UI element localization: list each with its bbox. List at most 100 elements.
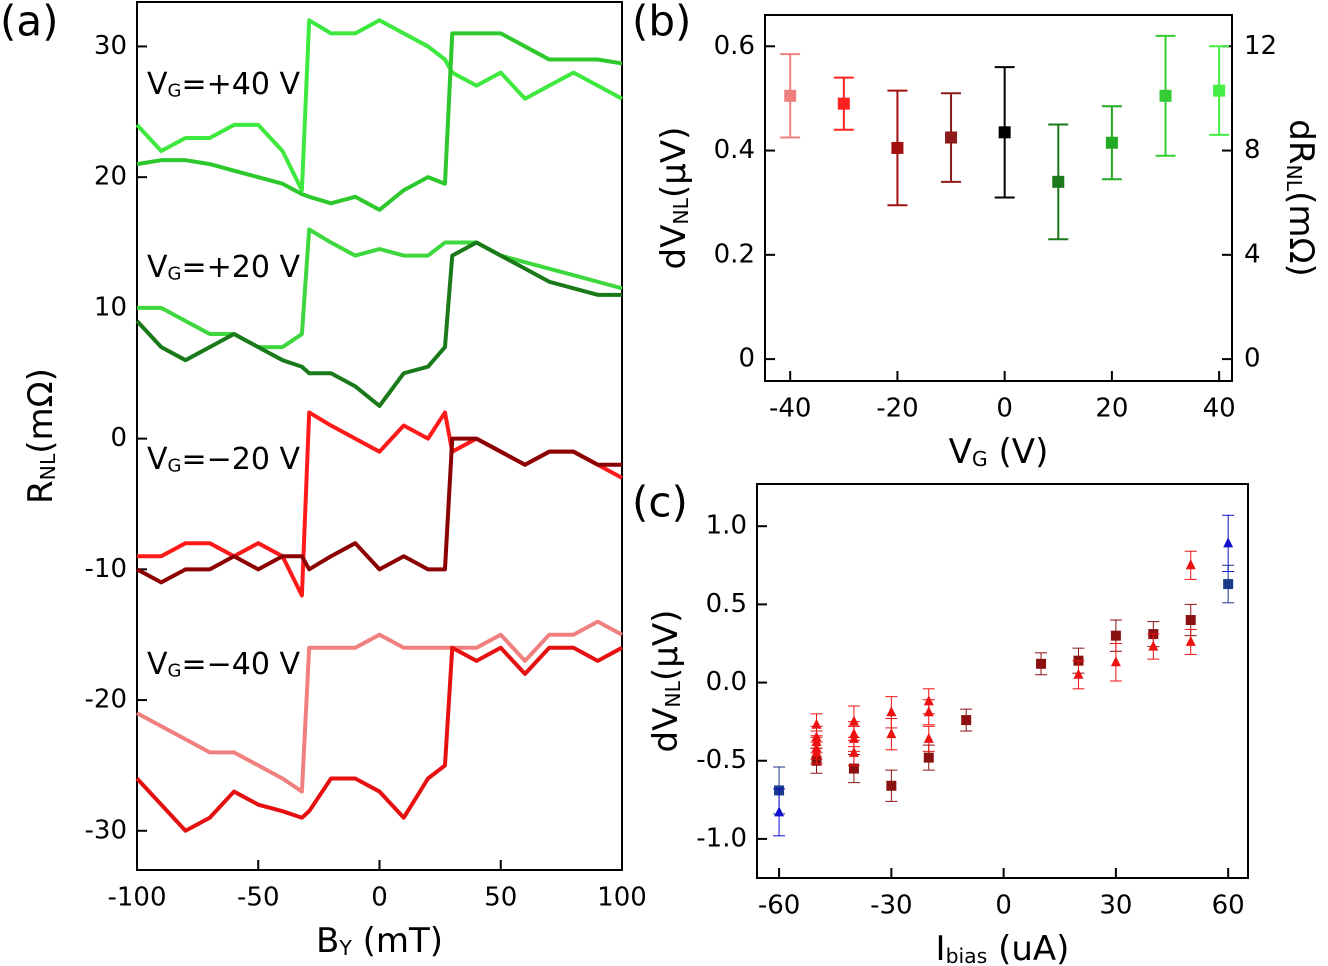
annotation-main: V [147, 250, 168, 285]
y-tick-label: 1.0 [706, 511, 747, 541]
marker [848, 746, 859, 757]
marker [1110, 630, 1121, 641]
x-tick-label: 0 [995, 891, 1012, 921]
panel-label: (b) [632, 0, 691, 46]
marker [848, 763, 859, 774]
y-tick-label: 0 [110, 423, 127, 453]
y-tick-label: 0 [738, 344, 755, 374]
marker [1105, 136, 1118, 149]
line-series [135, 240, 622, 408]
annotation: VG=−20 V [147, 442, 300, 477]
marker [1052, 175, 1065, 188]
y2-tick-label: 12 [1244, 31, 1277, 61]
line-series [136, 436, 622, 585]
marker [886, 728, 897, 739]
marker [811, 746, 822, 757]
x-tick-label: 100 [597, 883, 647, 913]
y-axis-label: dVNL(μV) [654, 127, 694, 270]
line-series [137, 227, 623, 350]
panel-label: (a) [0, 0, 59, 46]
x-tick-label: 60 [1212, 891, 1245, 921]
annotation-sub: G [168, 455, 182, 476]
y-axis-label-sub: NL [661, 680, 685, 707]
x-axis-label: VG (V) [949, 432, 1049, 472]
y-axis-label-main: dV [646, 708, 686, 753]
x-axis-label-main: B [316, 921, 339, 961]
marker [923, 752, 934, 763]
annotation-sub: G [168, 660, 182, 681]
marker [886, 706, 897, 717]
x-tick-label: 0 [996, 394, 1013, 424]
marker [848, 715, 859, 726]
marker [923, 732, 934, 743]
x-axis-label-tail: (V) [988, 432, 1049, 472]
marker [945, 131, 958, 144]
y-tick-label: 0.5 [706, 589, 747, 619]
y-tick-label: 0.0 [706, 667, 747, 697]
annotation-main: V [147, 67, 168, 102]
annotation: VG=+20 V [147, 250, 300, 285]
x-tick-label: 30 [1099, 891, 1132, 921]
y2-tick-label: 4 [1244, 239, 1261, 269]
y-tick-label: 30 [94, 31, 127, 61]
y-tick-label: -10 [85, 554, 127, 584]
marker [1159, 89, 1172, 102]
y-tick-label: 20 [94, 162, 127, 192]
x-tick-label: -20 [876, 394, 918, 424]
y-tick-label: 0.6 [714, 31, 755, 61]
y-tick-label: -30 [85, 815, 127, 845]
marker [891, 141, 904, 154]
y-axis-label-main: R [21, 480, 61, 504]
y-tick-label: -20 [85, 685, 127, 715]
y-axis-label-sub: NL [36, 453, 60, 480]
marker [1223, 579, 1234, 590]
marker [1110, 656, 1121, 667]
y-axis-label-tail: (mΩ) [21, 368, 61, 454]
annotation: VG=−40 V [147, 647, 300, 682]
y2-tick-label: 0 [1244, 344, 1261, 374]
x-axis-label-tail: (mT) [352, 921, 443, 961]
x-axis-label-main: I [936, 929, 946, 966]
marker [774, 806, 785, 817]
x-tick-label: 20 [1095, 394, 1128, 424]
marker [1185, 615, 1196, 626]
y-tick-label: 10 [94, 292, 127, 322]
y-tick-label: 0.2 [714, 239, 755, 269]
x-tick-label: 50 [484, 883, 517, 913]
y2-axis-label-tail: (mΩ) [1282, 191, 1322, 277]
marker [886, 780, 897, 791]
x-axis-label-sub: G [972, 447, 988, 471]
annotation-tail: =+20 V [181, 250, 300, 285]
annotation-tail: =−20 V [181, 442, 300, 477]
annotation-main: V [147, 442, 168, 477]
x-axis-label: BY (mT) [316, 921, 443, 961]
x-tick-label: -30 [870, 891, 912, 921]
y-axis-label-tail: (μV) [654, 127, 694, 198]
marker [1148, 640, 1159, 651]
annotation-tail: =+40 V [181, 67, 300, 102]
plot-frame [764, 14, 1233, 382]
annotation-sub: G [168, 80, 182, 101]
line-series [135, 18, 623, 193]
y2-axis-label-main: dR [1282, 119, 1322, 164]
x-tick-label: -60 [758, 891, 800, 921]
line-series [136, 619, 623, 794]
annotation: VG=+40 V [147, 67, 300, 102]
y2-tick-label: 8 [1244, 135, 1261, 165]
x-axis-label-main: V [949, 432, 972, 472]
annotation-main: V [147, 647, 168, 682]
y-axis-label-sub: NL [669, 197, 693, 224]
y-axis-label: RNL(mΩ) [21, 368, 61, 504]
marker [1213, 84, 1226, 97]
marker [1073, 668, 1084, 679]
marker [923, 706, 934, 717]
x-axis-label-tail: (uA) [987, 929, 1069, 966]
marker [1185, 635, 1196, 646]
x-tick-label: 0 [371, 883, 388, 913]
marker [1185, 559, 1196, 570]
y-tick-label: -0.5 [696, 745, 747, 775]
y-tick-label: -1.0 [696, 823, 747, 853]
y-axis-label-tail: (μV) [646, 610, 686, 681]
plot-frame [756, 483, 1249, 879]
